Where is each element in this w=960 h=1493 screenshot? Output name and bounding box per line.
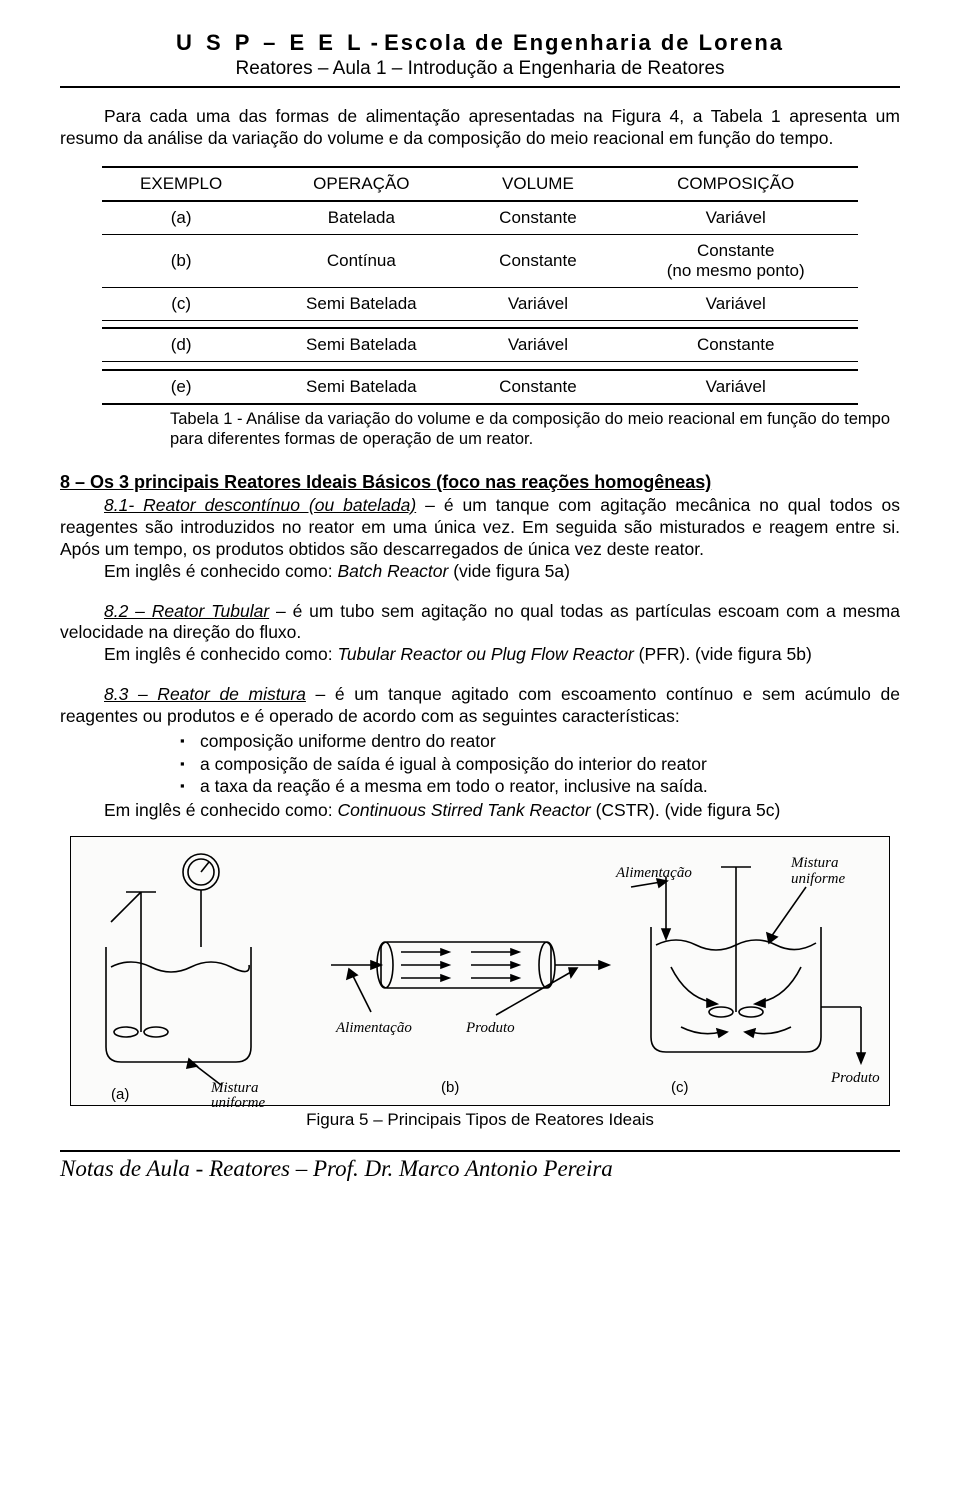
cell: (e) bbox=[102, 370, 260, 404]
cell: Semi Batelada bbox=[260, 370, 462, 404]
r82-en-name: Tubular Reactor ou Plug Flow Reactor bbox=[337, 644, 633, 664]
r82-en-prefix: Em inglês é conhecido como: bbox=[104, 644, 337, 664]
label-produto-c: Produto bbox=[830, 1070, 880, 1086]
cell: (b) bbox=[102, 234, 260, 287]
r83-label: 8.3 – Reator de mistura bbox=[104, 684, 306, 704]
table-gap bbox=[102, 320, 858, 328]
cell: Variável bbox=[462, 328, 613, 362]
table-gap bbox=[102, 362, 858, 370]
cell: Semi Batelada bbox=[260, 287, 462, 320]
cell: Constante bbox=[613, 328, 858, 362]
header-institution: U S P – E E L - Escola de Engenharia de … bbox=[60, 30, 900, 56]
section-8-title: 8 – Os 3 principais Reatores Ideais Bási… bbox=[60, 472, 900, 493]
r81-en-name: Batch Reactor bbox=[337, 561, 448, 581]
figure-5-svg: (a) Mistura uniforme bbox=[71, 837, 891, 1107]
table-row: (c) Semi Batelada Variável Variável bbox=[102, 287, 858, 320]
label-a: (a) bbox=[111, 1086, 129, 1103]
header-school: Escola de Engenharia de Lorena bbox=[384, 30, 784, 55]
th-operacao: OPERAÇÃO bbox=[260, 167, 462, 201]
table-caption: Tabela 1 - Análise da variação do volume… bbox=[170, 409, 900, 450]
r83-en-name: Continuous Stirred Tank Reactor bbox=[337, 800, 590, 820]
r83-bullets: composição uniforme dentro do reator a c… bbox=[180, 730, 900, 798]
header-dash: - bbox=[365, 30, 385, 55]
th-volume: VOLUME bbox=[462, 167, 613, 201]
footer-text: Notas de Aula - Reatores – Prof. Dr. Mar… bbox=[60, 1156, 900, 1182]
reactor-b-icon bbox=[331, 942, 609, 1012]
label-c: (c) bbox=[671, 1079, 689, 1096]
label-produto-b: Produto bbox=[465, 1020, 515, 1036]
r82-en-suffix: (PFR). (vide figura 5b) bbox=[634, 644, 812, 664]
label-alimentacao: Alimentação bbox=[335, 1020, 412, 1036]
table-row: (a) Batelada Constante Variável bbox=[102, 201, 858, 235]
r83-english: Em inglês é conhecido como: Continuous S… bbox=[60, 800, 900, 822]
bullet-item: a composição de saída é igual à composiç… bbox=[180, 753, 900, 776]
th-exemplo: EXEMPLO bbox=[102, 167, 260, 201]
table-row: (b) Contínua Constante Constante (no mes… bbox=[102, 234, 858, 287]
cell: Variável bbox=[462, 287, 613, 320]
subsection-8-3: 8.3 – Reator de mistura – é um tanque ag… bbox=[60, 684, 900, 728]
label-alimentacao-c: Alimentação bbox=[615, 865, 692, 881]
th-composicao: COMPOSIÇÃO bbox=[613, 167, 858, 201]
label-mistura-a: Mistura bbox=[210, 1080, 259, 1096]
cell: Contínua bbox=[260, 234, 462, 287]
r81-label: 8.1- Reator descontínuo (ou batelada) bbox=[104, 495, 416, 515]
reactor-c-icon bbox=[631, 867, 865, 1063]
intro-text: Para cada uma das formas de alimentação … bbox=[60, 106, 900, 148]
header-org: U S P – E E L bbox=[176, 30, 365, 55]
cell: Variável bbox=[613, 287, 858, 320]
cell: Constante bbox=[462, 234, 613, 287]
r83-en-suffix: (CSTR). (vide figura 5c) bbox=[591, 800, 781, 820]
cell: (c) bbox=[102, 287, 260, 320]
label-b: (b) bbox=[441, 1079, 459, 1096]
cell: Constante bbox=[462, 201, 613, 235]
cell: Constante (no mesmo ponto) bbox=[613, 234, 858, 287]
label-mistura-c1: Mistura bbox=[790, 855, 839, 871]
reactor-a-icon bbox=[106, 854, 251, 1085]
r81-en-suffix: (vide figura 5a) bbox=[448, 561, 570, 581]
cell: Variável bbox=[613, 201, 858, 235]
r81-en-prefix: Em inglês é conhecido como: bbox=[104, 561, 337, 581]
cell: Variável bbox=[613, 370, 858, 404]
cell: (a) bbox=[102, 201, 260, 235]
r82-label: 8.2 – Reator Tubular bbox=[104, 601, 269, 621]
subsection-8-2: 8.2 – Reator Tubular – é um tubo sem agi… bbox=[60, 601, 900, 667]
figure-5: (a) Mistura uniforme bbox=[70, 836, 890, 1106]
figure-5-caption: Figura 5 – Principais Tipos de Reatores … bbox=[60, 1110, 900, 1130]
page-header: U S P – E E L - Escola de Engenharia de … bbox=[60, 30, 900, 88]
table-row: (e) Semi Batelada Constante Variável bbox=[102, 370, 858, 404]
cell: (d) bbox=[102, 328, 260, 362]
label-mistura-c2: uniforme bbox=[791, 871, 846, 887]
label-uniforme-a: uniforme bbox=[211, 1095, 266, 1107]
cell: Constante bbox=[462, 370, 613, 404]
cell: Semi Batelada bbox=[260, 328, 462, 362]
bullet-item: a taxa da reação é a mesma em todo o rea… bbox=[180, 775, 900, 798]
intro-paragraph: Para cada uma das formas de alimentação … bbox=[60, 106, 900, 150]
r83-en-prefix: Em inglês é conhecido como: bbox=[104, 800, 337, 820]
header-subtitle: Reatores – Aula 1 – Introdução a Engenha… bbox=[60, 58, 900, 80]
table-1: EXEMPLO OPERAÇÃO VOLUME COMPOSIÇÃO (a) B… bbox=[102, 166, 858, 405]
table-header-row: EXEMPLO OPERAÇÃO VOLUME COMPOSIÇÃO bbox=[102, 167, 858, 201]
footer: Notas de Aula - Reatores – Prof. Dr. Mar… bbox=[60, 1150, 900, 1182]
cell: Batelada bbox=[260, 201, 462, 235]
subsection-8-1: 8.1- Reator descontínuo (ou batelada) – … bbox=[60, 495, 900, 583]
bullet-item: composição uniforme dentro do reator bbox=[180, 730, 900, 753]
table-row: (d) Semi Batelada Variável Constante bbox=[102, 328, 858, 362]
